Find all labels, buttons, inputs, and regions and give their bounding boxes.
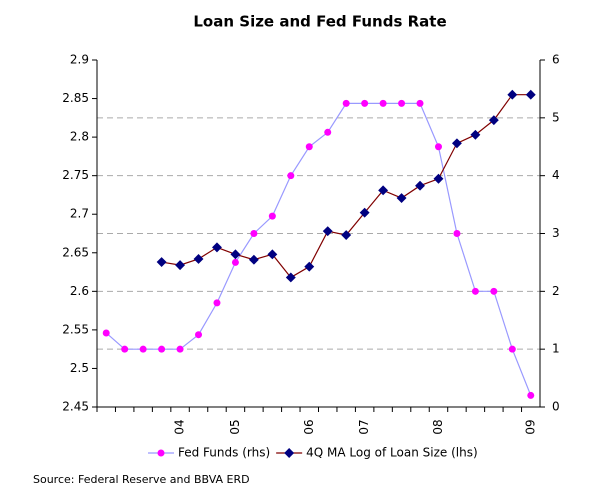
marker xyxy=(416,99,424,107)
marker xyxy=(398,99,406,107)
marker xyxy=(359,207,370,218)
y2-tick-label: 6 xyxy=(552,53,560,67)
y-tick-label: 2.45 xyxy=(62,400,89,414)
marker xyxy=(507,89,518,100)
marker xyxy=(287,172,295,180)
marker xyxy=(490,287,498,295)
marker xyxy=(453,230,461,237)
chart-title: Loan Size and Fed Funds Rate xyxy=(193,13,446,31)
y2-tick-label: 3 xyxy=(552,226,560,240)
x-tick-label: 07 xyxy=(357,419,371,434)
marker xyxy=(250,230,258,237)
marker xyxy=(195,331,203,339)
marker xyxy=(267,249,278,260)
source: Source: Federal Reserve and BBVA ERD xyxy=(33,473,250,486)
y-tick-label: 2.65 xyxy=(62,245,89,259)
marker xyxy=(193,253,204,264)
marker xyxy=(102,329,110,337)
marker xyxy=(268,212,276,220)
legend-label: 4Q MA Log of Loan Size (lhs) xyxy=(306,446,478,460)
marker xyxy=(139,345,147,353)
marker xyxy=(378,185,389,196)
marker xyxy=(415,180,425,191)
x-tick-label: 09 xyxy=(523,419,537,434)
marker xyxy=(508,345,516,353)
x-tick-label: 06 xyxy=(302,419,316,434)
marker xyxy=(248,254,259,265)
marker xyxy=(304,261,315,272)
marker xyxy=(471,287,479,295)
marker xyxy=(342,99,350,107)
y-tick-label: 2.8 xyxy=(70,130,89,144)
y2-tick-label: 5 xyxy=(552,110,560,124)
marker xyxy=(121,345,129,353)
marker xyxy=(361,99,369,107)
x-tick-label: 08 xyxy=(431,419,445,434)
marker xyxy=(451,138,462,149)
marker xyxy=(433,173,444,184)
marker xyxy=(470,129,481,140)
marker xyxy=(305,143,313,151)
marker xyxy=(396,193,407,203)
marker xyxy=(322,226,333,237)
marker xyxy=(379,99,387,107)
y-tick-label: 2.55 xyxy=(62,322,89,336)
marker xyxy=(158,345,166,353)
legend-label: Fed Funds (rhs) xyxy=(178,446,270,460)
marker xyxy=(324,128,332,136)
x-tick-label: 05 xyxy=(228,419,242,434)
marker xyxy=(527,391,535,399)
marker xyxy=(156,257,167,267)
legend-marker xyxy=(284,448,295,458)
y-tick-label: 2.5 xyxy=(70,361,89,375)
y-tick-label: 2.9 xyxy=(70,53,89,67)
y2-tick-label: 0 xyxy=(552,400,560,414)
y2-tick-label: 1 xyxy=(552,342,560,356)
marker xyxy=(285,272,296,283)
y-tick-label: 2.85 xyxy=(62,91,89,105)
marker xyxy=(230,249,241,260)
x-tick-label: 04 xyxy=(173,419,187,434)
marker xyxy=(434,143,442,151)
legend-marker xyxy=(157,449,165,457)
y2-tick-label: 4 xyxy=(552,168,560,182)
y-tick-label: 2.75 xyxy=(62,168,89,182)
y-tick-label: 2.6 xyxy=(70,284,89,298)
marker xyxy=(341,230,352,240)
marker xyxy=(175,260,186,271)
marker xyxy=(213,299,221,307)
y2-tick-label: 2 xyxy=(552,284,560,298)
marker xyxy=(212,242,222,253)
marker xyxy=(176,345,184,353)
marker xyxy=(231,258,239,266)
marker xyxy=(525,89,536,100)
y-tick-label: 2.7 xyxy=(70,207,89,221)
